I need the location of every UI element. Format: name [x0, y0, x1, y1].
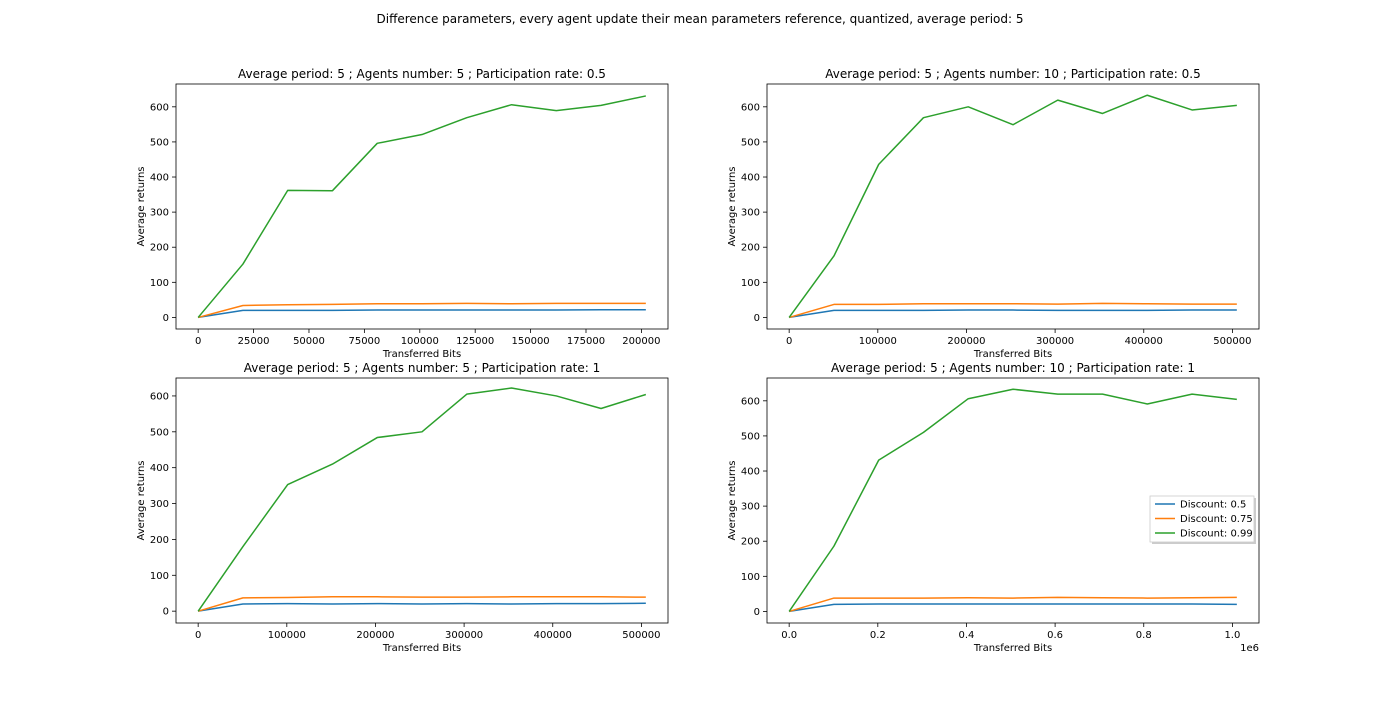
x-tick-label: 0.8 — [1136, 630, 1152, 641]
series-line-2 — [788, 302, 1237, 319]
x-tick-label: 0.2 — [870, 630, 886, 641]
x-tick-label: 50000 — [293, 336, 325, 347]
series-line-2 — [197, 596, 646, 612]
y-tick-label: 600 — [150, 102, 169, 113]
x-tick-label: 175000 — [567, 336, 605, 347]
series-line-3 — [788, 388, 1237, 612]
y-tick-label: 200 — [741, 243, 760, 254]
x-tick-label: 200000 — [622, 336, 660, 347]
subplot-title: Average period: 5 ; Agents number: 5 ; P… — [244, 361, 600, 375]
x-tick-label: 25000 — [238, 336, 270, 347]
x-tick-label: 0.0 — [781, 630, 797, 641]
y-tick-label: 400 — [150, 463, 169, 474]
x-axis-label: Transferred Bits — [973, 349, 1052, 360]
subplot-3: Average period: 5 ; Agents number: 5 ; P… — [136, 361, 669, 654]
x-tick-label: 0 — [195, 336, 201, 347]
plot-frame — [175, 83, 669, 330]
y-axis-label: Average returns — [727, 166, 738, 246]
x-tick-label: 200000 — [947, 336, 985, 347]
y-tick-label: 500 — [741, 137, 760, 148]
series-line-3 — [197, 95, 646, 318]
x-tick-label: 0 — [195, 630, 201, 641]
x-tick-label: 500000 — [622, 630, 660, 641]
x-tick-label: 0 — [786, 336, 792, 347]
y-tick-label: 0 — [754, 607, 760, 618]
series-line-3 — [788, 94, 1237, 318]
y-tick-label: 100 — [741, 278, 760, 289]
series-line-3 — [197, 387, 647, 612]
y-tick-label: 200 — [741, 537, 760, 548]
x-axis-label: Transferred Bits — [382, 349, 461, 360]
subplot-2: Average period: 5 ; Agents number: 10 ; … — [727, 67, 1260, 360]
x-tick-label: 400000 — [1125, 336, 1163, 347]
x-tick-label: 125000 — [456, 336, 494, 347]
x-tick-label: 1.0 — [1224, 630, 1240, 641]
x-tick-label: 0.6 — [1047, 630, 1063, 641]
y-tick-label: 400 — [741, 173, 760, 184]
legend: Discount: 0.5 Discount: 0.75 Discount: 0.9… — [1149, 495, 1256, 544]
y-tick-label: 300 — [741, 208, 760, 219]
y-axis-label: Average returns — [727, 460, 738, 540]
x-offset-label: 1e6 — [1240, 643, 1259, 654]
y-tick-label: 400 — [150, 173, 169, 184]
y-tick-label: 0 — [163, 313, 169, 324]
y-tick-label: 600 — [150, 391, 169, 402]
series-line-1 — [198, 308, 646, 319]
y-tick-label: 300 — [150, 208, 169, 219]
x-tick-label: 150000 — [512, 336, 550, 347]
x-tick-label: 100000 — [401, 336, 439, 347]
legend-label-2: Discount: 0.75 — [1180, 514, 1253, 525]
y-tick-label: 300 — [741, 502, 760, 513]
x-tick-label: 200000 — [356, 630, 394, 641]
y-tick-label: 500 — [150, 427, 169, 438]
subplot-title: Average period: 5 ; Agents number: 5 ; P… — [238, 67, 606, 81]
subplot-title: Average period: 5 ; Agents number: 10 ; … — [825, 67, 1201, 81]
plot-frame — [766, 83, 1260, 330]
series-line-2 — [788, 596, 1237, 613]
x-tick-label: 300000 — [1036, 336, 1074, 347]
x-axis-label: Transferred Bits — [382, 643, 461, 654]
subplot-1: Average period: 5 ; Agents number: 5 ; P… — [136, 67, 669, 360]
x-tick-label: 500000 — [1213, 336, 1251, 347]
subplot-title: Average period: 5 ; Agents number: 10 ; … — [831, 361, 1195, 375]
series-line-1 — [198, 602, 646, 612]
plot-frame — [766, 377, 1260, 624]
y-axis-label: Average returns — [136, 166, 147, 246]
y-tick-label: 600 — [741, 396, 760, 407]
y-axis-label: Average returns — [136, 460, 147, 540]
x-tick-label: 300000 — [445, 630, 483, 641]
x-tick-label: 100000 — [268, 630, 306, 641]
y-tick-label: 100 — [741, 572, 760, 583]
subplot-4: Average period: 5 ; Agents number: 10 ; … — [727, 361, 1260, 654]
legend-label-3: Discount: 0.99 — [1180, 529, 1253, 540]
x-tick-label: 400000 — [534, 630, 572, 641]
y-tick-label: 600 — [741, 102, 760, 113]
y-tick-label: 500 — [150, 137, 169, 148]
series-line-1 — [789, 603, 1237, 613]
y-tick-label: 300 — [150, 499, 169, 510]
series-line-1 — [789, 309, 1237, 319]
figure-title: Difference parameters, every agent updat… — [376, 12, 1024, 26]
legend-label-1: Discount: 0.5 — [1180, 500, 1246, 511]
x-tick-label: 75000 — [348, 336, 380, 347]
y-tick-label: 400 — [741, 467, 760, 478]
plot-frame — [175, 377, 669, 624]
y-tick-label: 500 — [741, 431, 760, 442]
y-tick-label: 200 — [150, 535, 169, 546]
y-tick-label: 0 — [163, 607, 169, 618]
y-tick-label: 100 — [150, 571, 169, 582]
x-tick-label: 100000 — [859, 336, 897, 347]
y-tick-label: 100 — [150, 278, 169, 289]
y-tick-label: 0 — [754, 313, 760, 324]
x-tick-label: 0.4 — [959, 630, 975, 641]
y-tick-label: 200 — [150, 243, 169, 254]
x-axis-label: Transferred Bits — [973, 643, 1052, 654]
series-line-2 — [197, 302, 646, 319]
